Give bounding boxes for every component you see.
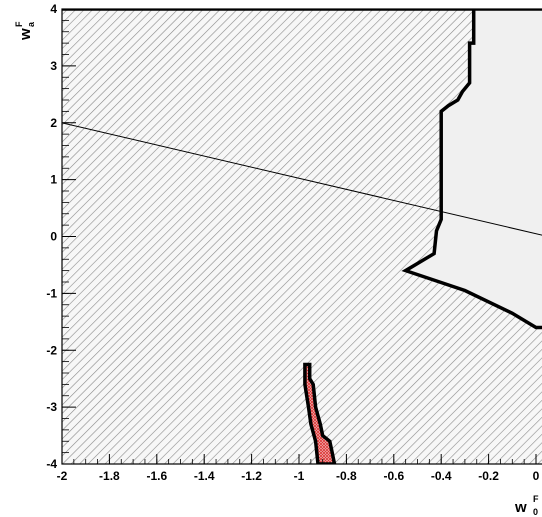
x-tick-label: -1.4 [194, 469, 215, 483]
y-tick-label: -1 [46, 286, 57, 300]
y-tick-label: -4 [46, 457, 57, 471]
x-axis-title-sup: F [533, 494, 539, 504]
x-axis-title-main: w [514, 499, 527, 516]
y-tick-label: 2 [50, 116, 57, 130]
y-axis-title-main: w [17, 28, 34, 41]
y-tick-label: 1 [50, 173, 57, 187]
x-tick-label: 0 [533, 469, 540, 483]
y-axis-title-sup: F [14, 21, 24, 27]
region-boundary-light [401, 9, 542, 330]
reference-line [62, 122, 542, 236]
x-tick-label: -0.2 [478, 469, 499, 483]
x-tick-label: -1 [294, 469, 305, 483]
x-tick-label: -2 [57, 469, 68, 483]
x-axis-title-sub: 0 [533, 507, 538, 517]
y-axis: -4 -3 -2 -1 0 1 2 3 4 [46, 2, 76, 471]
x-axis-title: w F 0 [514, 494, 539, 517]
region-hatch [62, 9, 542, 464]
x-tick-label: -0.8 [336, 469, 357, 483]
y-axis-title-sub: a [26, 21, 36, 27]
x-tick-label: -1.6 [146, 469, 167, 483]
y-tick-label: 4 [50, 2, 57, 16]
y-axis-title: w F a [14, 21, 36, 41]
x-axis: -2 -1.8 -1.6 -1.4 -1.2 -1 -0.8 -0.6 -0.4 -0.2 0 [57, 454, 540, 483]
y-tick-label: 3 [50, 59, 57, 73]
x-tick-label: -1.2 [241, 469, 262, 483]
x-tick-label: -1.8 [99, 469, 120, 483]
y-tick-label: -2 [46, 343, 57, 357]
y-tick-label: 0 [50, 230, 57, 244]
lines-layer [62, 122, 542, 236]
region-light [405, 9, 542, 328]
regions-layer [62, 9, 542, 464]
x-tick-label: -0.6 [383, 469, 404, 483]
region-boundary-red-hatch [303, 362, 337, 464]
y-tick-label: -3 [46, 400, 57, 414]
x-tick-label: -0.4 [431, 469, 452, 483]
